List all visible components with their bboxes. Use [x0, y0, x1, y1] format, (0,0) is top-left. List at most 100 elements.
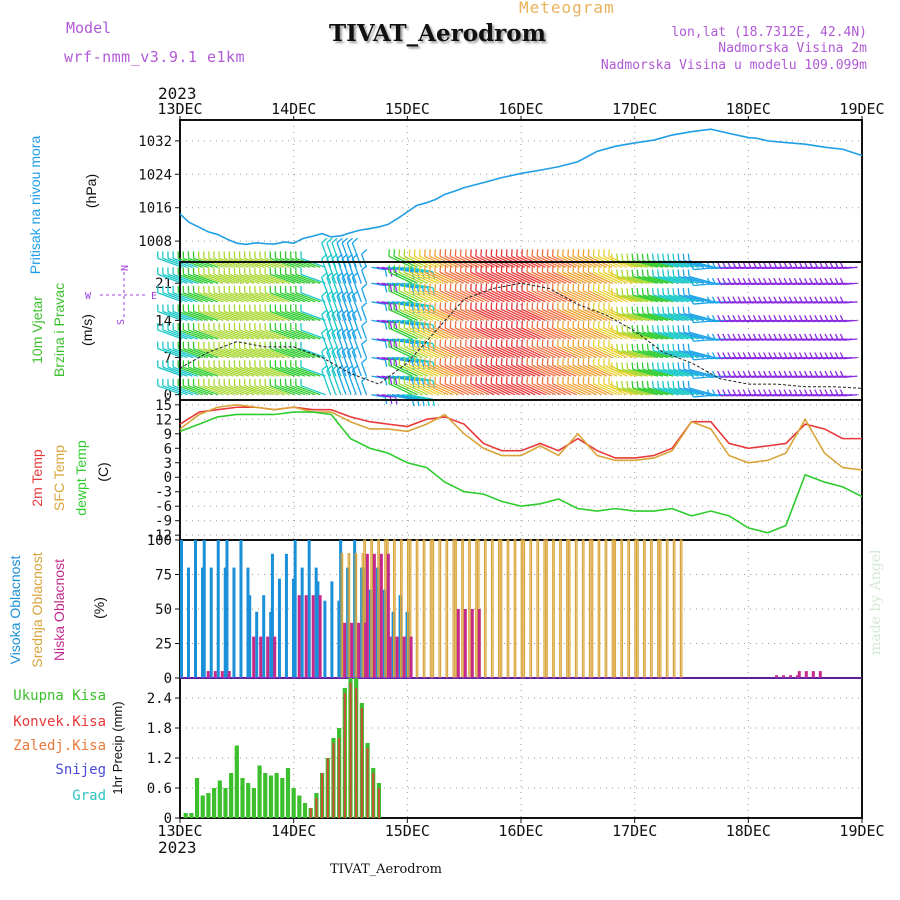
- wind-barb: [403, 308, 429, 321]
- temperature-ytick-label: 15: [155, 398, 172, 414]
- wind-barb: [588, 290, 613, 303]
- wind-barb-flag: [793, 370, 799, 378]
- wind-barb: [398, 271, 423, 284]
- wind-barb: [501, 327, 526, 340]
- cloud-bar: [273, 636, 277, 678]
- wind-barb-flag: [657, 380, 660, 389]
- wind-barb-flag: [689, 263, 695, 270]
- wind-barb-flag: [427, 324, 430, 332]
- wind-barb: [678, 275, 705, 284]
- temp-legend-dewpt: dewpt Temp: [73, 440, 89, 515]
- wind-barb-flag: [829, 296, 834, 304]
- wind-barb-flag: [819, 389, 824, 397]
- wind-barb-flag: [814, 333, 819, 341]
- wind-barb: [617, 331, 643, 340]
- time-tick-label-bottom: 18DEC: [726, 822, 771, 840]
- wind-barb: [598, 327, 623, 340]
- wind-barb: [673, 368, 700, 377]
- wind-barb: [203, 329, 229, 340]
- wind-barb-flag: [757, 296, 763, 304]
- wind-barb-flag: [763, 370, 768, 378]
- wind-barb-flag: [788, 315, 793, 322]
- wind-barb: [393, 308, 418, 321]
- wind-barb: [424, 345, 449, 359]
- wind-barb-flag: [416, 380, 420, 388]
- wind-barb-flag: [326, 309, 333, 316]
- cloud-bar: [262, 595, 266, 678]
- wind-barb-flag: [783, 315, 788, 322]
- wind-barb: [475, 383, 500, 396]
- wind-barb: [572, 383, 597, 396]
- precip-bar-conv: [377, 788, 380, 818]
- wind-barb: [275, 329, 301, 340]
- wind-barb: [198, 385, 224, 396]
- precip-bar-total: [257, 765, 262, 818]
- wind-ytick-label: 0: [164, 388, 172, 404]
- wind-barb-flag: [732, 370, 737, 378]
- wind-barb: [668, 368, 694, 377]
- temp-line-1: [179, 404, 863, 471]
- wind-barb: [234, 310, 260, 321]
- temp-legend-2m: 2m Temp: [29, 449, 45, 507]
- wind-barb: [351, 332, 362, 358]
- wind-barb: [414, 308, 439, 321]
- wind-barb-flag: [662, 380, 665, 389]
- cloud-bar: [343, 622, 347, 678]
- wind-barb-flag: [662, 253, 665, 261]
- wind-barb: [627, 313, 654, 322]
- wind-barb: [567, 364, 592, 377]
- wind-barb: [632, 350, 659, 359]
- cloud-bar: [782, 675, 786, 678]
- cloud-bar: [559, 539, 562, 679]
- wind-barb: [188, 366, 214, 377]
- cloud-bar: [796, 675, 800, 678]
- wind-barb: [331, 370, 342, 395]
- wind-barb-flag: [706, 389, 712, 397]
- wind-barb: [188, 310, 214, 321]
- wind-barb-flag: [677, 269, 680, 277]
- wind-barb-flag: [737, 333, 742, 341]
- wind-barb: [178, 329, 203, 340]
- wind-barb-flag: [687, 343, 690, 351]
- wind-barb-flag: [610, 325, 614, 333]
- wind-barb: [331, 295, 342, 321]
- wind-barb: [653, 294, 679, 303]
- wind-barb: [552, 383, 577, 396]
- wind-barb-flag: [793, 389, 799, 397]
- wind-barb: [295, 273, 321, 284]
- clouds-ytick-label: 75: [155, 568, 172, 584]
- wind-barb: [444, 345, 469, 359]
- wind-barb: [536, 345, 562, 359]
- wind-barb-flag: [361, 283, 368, 290]
- wind-barb: [275, 310, 301, 321]
- wind-barb: [300, 310, 326, 321]
- wind-barb: [183, 366, 209, 377]
- wind-barb: [470, 290, 495, 303]
- wind-barb: [275, 385, 301, 396]
- wind-barb: [188, 292, 214, 303]
- wind-barb-flag: [814, 389, 819, 397]
- cloud-legend-low: Niska Oblacnost: [51, 559, 67, 661]
- cloud-bar: [522, 539, 526, 679]
- wind-barb: [637, 331, 664, 340]
- wind-barb-flag: [727, 261, 732, 269]
- wind-barb: [582, 345, 608, 359]
- page-title: TIVAT_Aerodrom: [329, 20, 546, 47]
- wind-barb: [419, 345, 444, 359]
- wind-barb: [434, 308, 459, 321]
- wind-barb: [557, 290, 582, 303]
- wind-barb: [475, 345, 500, 359]
- wind-barb-flag: [384, 304, 388, 312]
- wind-barb: [485, 327, 510, 340]
- wind-barb: [424, 383, 449, 396]
- wind-compass-icon: N W E S: [85, 265, 157, 325]
- precip-ytick-label: 2.4: [147, 691, 172, 707]
- wind-barb: [203, 310, 229, 321]
- wind-barb: [521, 345, 546, 359]
- wind-barb-flag: [804, 370, 809, 378]
- wind-barb: [234, 273, 260, 284]
- wind-barb: [346, 295, 357, 321]
- precip-bar-conv: [332, 743, 335, 818]
- wind-barb: [254, 385, 280, 396]
- wind-barb-flag: [752, 389, 758, 397]
